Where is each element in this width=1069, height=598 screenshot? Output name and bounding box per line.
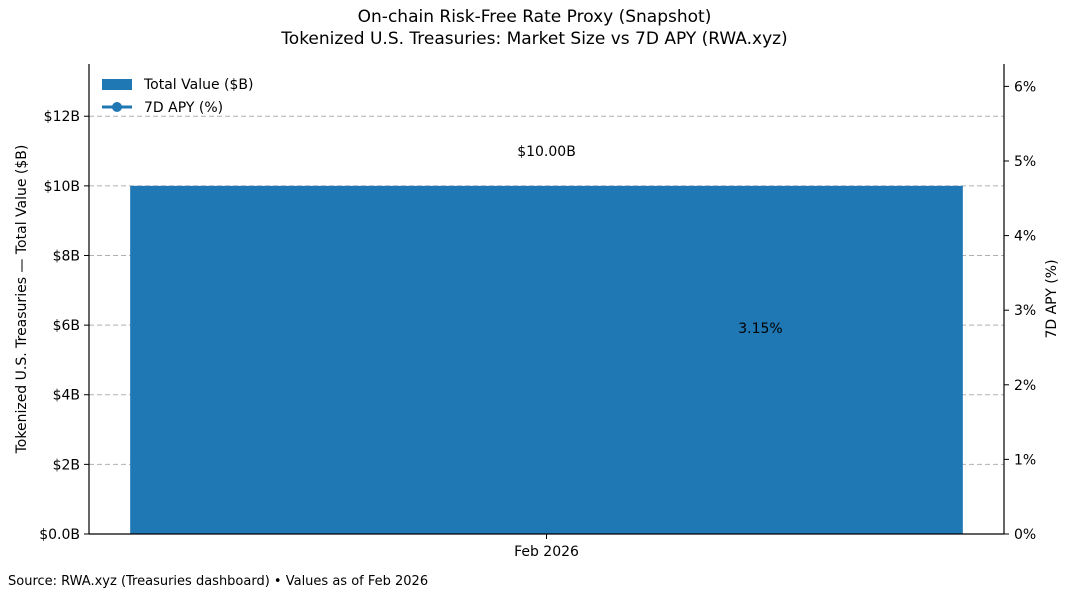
y-tick-label: $8B	[53, 248, 80, 264]
y-tick-label: $6B	[53, 318, 80, 334]
legend-swatch-marker	[112, 102, 122, 112]
legend-swatch-bar	[102, 79, 132, 90]
y-tick-label: $12B	[44, 109, 80, 125]
x-tick-label: Feb 2026	[514, 544, 579, 560]
bar	[130, 185, 963, 534]
y-right-tick-label: 0%	[1014, 527, 1036, 543]
y-right-tick-label: 2%	[1014, 378, 1036, 394]
y-tick-label: $10B	[44, 179, 80, 195]
legend-label-line: 7D APY (%)	[144, 100, 223, 116]
y-right-tick-label: 5%	[1014, 154, 1036, 170]
apy-value-label: 3.15%	[738, 321, 782, 337]
y-right-tick-label: 6%	[1014, 79, 1036, 95]
chart-title: On-chain Risk-Free Rate Proxy (Snapshot)	[357, 7, 712, 27]
y-right-axis-label: 7D APY (%)	[1044, 259, 1060, 338]
chart-subtitle: Tokenized U.S. Treasuries: Market Size v…	[281, 29, 788, 49]
y-right-tick-label: 3%	[1014, 303, 1036, 319]
y-right-tick-label: 1%	[1014, 452, 1036, 468]
y-right-tick-label: 4%	[1014, 229, 1036, 245]
legend-label-bar: Total Value ($B)	[143, 77, 253, 93]
bar-value-label: $10.00B	[517, 144, 576, 160]
y-tick-label: $4B	[53, 388, 80, 404]
y-tick-label: $2B	[53, 457, 80, 473]
y-tick-label: $0.0B	[39, 527, 80, 543]
source-note: Source: RWA.xyz (Treasuries dashboard) •…	[8, 574, 429, 589]
y-axis-label: Tokenized U.S. Treasuries — Total Value …	[14, 145, 30, 455]
